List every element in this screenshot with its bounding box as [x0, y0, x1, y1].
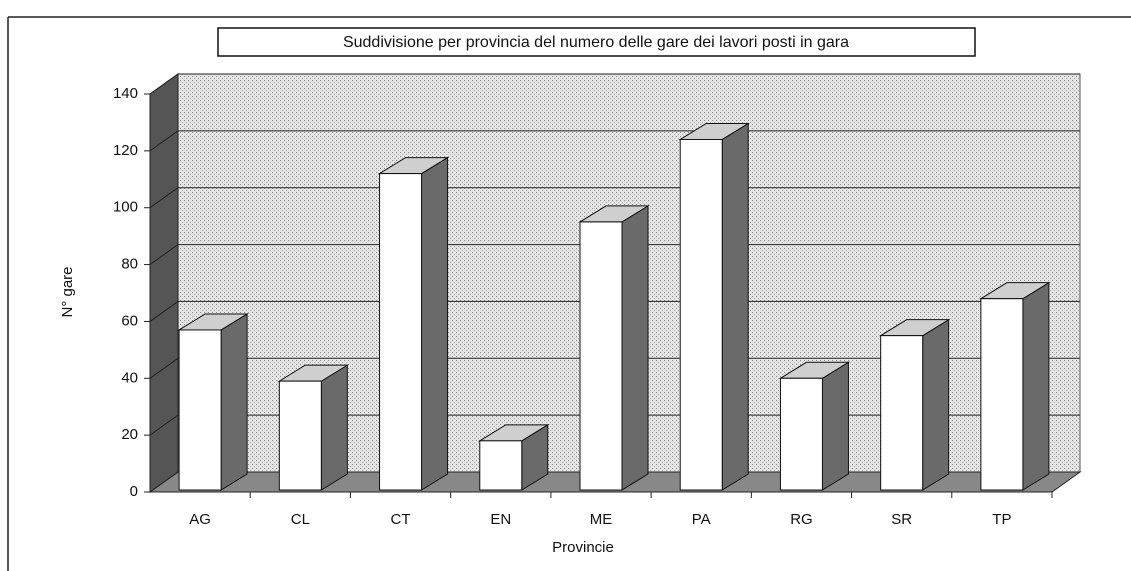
y-tick-label: 20 [121, 426, 138, 443]
x-tick-label: EN [490, 511, 511, 528]
x-tick-label: CL [291, 511, 310, 528]
x-tick-label: ME [590, 511, 613, 528]
grid-line-side [149, 357, 179, 379]
x-tick-label: CT [391, 511, 411, 528]
bar [278, 380, 322, 491]
x-tick-label: TP [992, 511, 1011, 528]
grid-line-side [149, 130, 179, 152]
y-tick-label: 100 [113, 199, 138, 216]
bar-side [621, 205, 649, 491]
bar-side [421, 156, 449, 491]
bar-side [721, 122, 749, 491]
y-tick-label: 60 [121, 312, 138, 329]
bar [579, 221, 623, 491]
bar [679, 138, 723, 491]
x-tick-label: PA [692, 511, 711, 528]
bar [178, 329, 222, 491]
grid-line-side [149, 301, 179, 322]
y-tick-label: 40 [121, 369, 138, 386]
grid-line-side [149, 244, 179, 265]
bar [479, 440, 523, 491]
bar [880, 335, 924, 491]
y-tick-label: 0 [130, 483, 138, 500]
y-tick-label: 140 [113, 85, 138, 102]
y-tick-label: 80 [121, 256, 138, 273]
grid-line-side [149, 414, 179, 436]
bar [779, 377, 823, 491]
chart-title: Suddivisione per provincia del numero de… [343, 34, 849, 51]
side-wall [149, 73, 179, 493]
bar-side [1022, 281, 1050, 491]
y-tick-label: 120 [113, 142, 138, 159]
x-axis-label: Provincie [552, 539, 614, 556]
bar-side [320, 364, 348, 491]
grid-line-side [149, 187, 179, 209]
bar-side [220, 313, 248, 491]
bar-side [922, 318, 950, 491]
bar [980, 298, 1024, 491]
x-tick-label: AG [189, 511, 211, 528]
x-tick-label: RG [790, 511, 813, 528]
y-axis-label: N° gare [59, 266, 76, 317]
bar-side [821, 361, 849, 491]
grid-line-side [149, 73, 179, 95]
x-tick-label: SR [891, 511, 912, 528]
bar [379, 173, 423, 491]
title-box [217, 27, 976, 57]
grid-line-side [149, 471, 179, 493]
